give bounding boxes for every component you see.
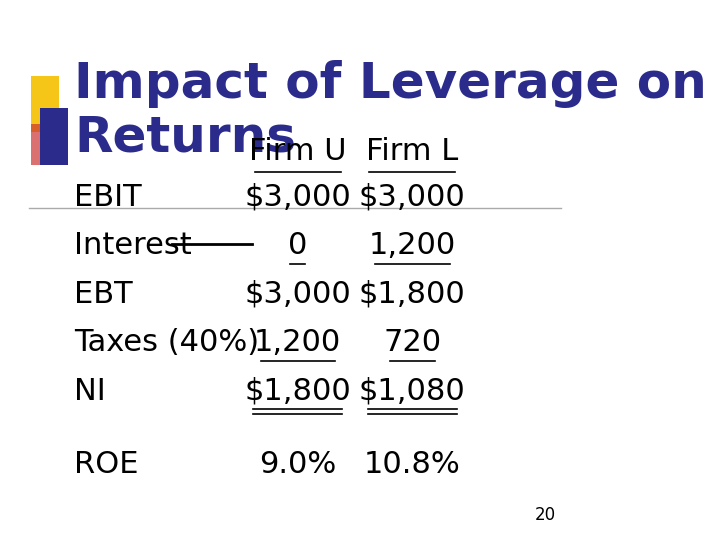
FancyBboxPatch shape [32,76,59,132]
Text: Returns: Returns [74,114,297,161]
Text: $1,080: $1,080 [359,377,466,406]
Text: Firm U: Firm U [249,137,346,166]
Text: 10.8%: 10.8% [364,450,461,479]
Text: 0: 0 [288,231,307,260]
Text: EBIT: EBIT [74,183,142,212]
Text: $3,000: $3,000 [359,183,466,212]
Text: 9.0%: 9.0% [259,450,336,479]
Text: Firm L: Firm L [366,137,459,166]
Text: Impact of Leverage on: Impact of Leverage on [74,60,707,107]
Text: 720: 720 [383,328,441,357]
Text: Interest: Interest [74,231,192,260]
FancyBboxPatch shape [40,108,68,165]
Text: Taxes (40%): Taxes (40%) [74,328,260,357]
Text: 1,200: 1,200 [369,231,456,260]
Text: ROE: ROE [74,450,139,479]
Text: 1,200: 1,200 [254,328,341,357]
Text: $1,800: $1,800 [244,377,351,406]
Text: NI: NI [74,377,107,406]
Text: 20: 20 [534,506,556,524]
FancyBboxPatch shape [32,124,50,165]
Text: $3,000: $3,000 [244,280,351,309]
Text: $1,800: $1,800 [359,280,466,309]
Text: $3,000: $3,000 [244,183,351,212]
Text: EBT: EBT [74,280,133,309]
